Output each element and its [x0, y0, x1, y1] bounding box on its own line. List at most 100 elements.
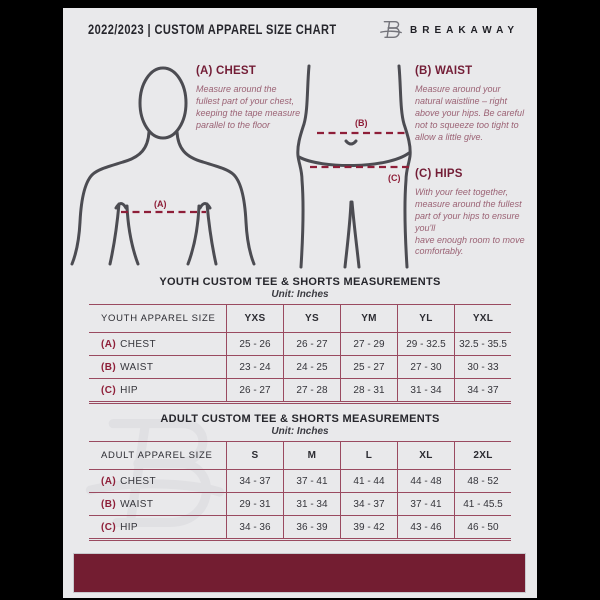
size-range-cell: 27 - 29	[340, 333, 397, 355]
chest-instruction-heading: (A) CHEST	[196, 65, 256, 77]
size-range-cell: 31 - 34	[397, 379, 454, 401]
row-prefix: (C)	[101, 384, 117, 396]
left-arm-inner-line	[108, 202, 121, 266]
waist-instruction-heading: (B) WAIST	[415, 65, 473, 77]
waist-instruction-block: (B) WAIST Measure around your natural wa…	[415, 65, 527, 143]
size-column-header: S	[226, 442, 283, 469]
youth-size-table: YOUTH APPAREL SIZE YXS YS YM YL YXL (A) CHEST 25…	[89, 304, 511, 404]
size-range-cell: 48 - 52	[454, 470, 511, 492]
right-inner-leg-line	[350, 200, 361, 269]
size-range-cell: 27 - 28	[283, 379, 340, 401]
size-range-cell: 25 - 27	[340, 356, 397, 378]
breakaway-b-logo-icon	[380, 20, 402, 39]
navel-mark	[344, 139, 358, 146]
size-table-label-header: YOUTH APPAREL SIZE	[101, 313, 216, 324]
size-range-cell: 39 - 42	[340, 516, 397, 538]
size-range-cell: 29 - 31	[226, 493, 283, 515]
size-range-cell: 26 - 27	[283, 333, 340, 355]
size-range-cell: 34 - 37	[454, 379, 511, 401]
upper-body-figure: (A)	[70, 66, 256, 266]
adult-table-unit: Unit: Inches	[271, 426, 329, 437]
row-measure-name: CHEST	[120, 338, 156, 350]
youth-table-title: YOUTH CUSTOM TEE & SHORTS MEASUREMENTS	[159, 276, 441, 288]
size-range-cell: 26 - 27	[226, 379, 283, 401]
size-column-header: YM	[340, 305, 397, 332]
left-armpit-crease	[114, 202, 128, 210]
row-measure-name: CHEST	[120, 475, 156, 487]
table-row: (A) CHEST 25 - 26 26 - 27 27 - 29 29 - 32.5 32…	[89, 332, 511, 355]
brand-name: BREAKAWAY	[410, 25, 520, 36]
hips-instruction-body: With your feet together, measure around …	[415, 187, 525, 257]
chest-instruction-block: (A) CHEST Measure around the fullest par…	[196, 65, 302, 132]
row-prefix: (B)	[101, 498, 117, 510]
size-range-cell: 34 - 36	[226, 516, 283, 538]
size-range-cell: 28 - 31	[340, 379, 397, 401]
left-torso-side-line	[125, 204, 140, 266]
table-row: (B) WAIST 29 - 31 31 - 34 34 - 37 37 - 41 41 -…	[89, 492, 511, 515]
hips-instruction-heading: (C) HIPS	[415, 168, 463, 180]
size-range-cell: 43 - 46	[397, 516, 454, 538]
hips-instruction-block: (C) HIPS With your feet together, measur…	[415, 168, 533, 258]
size-range-cell: 29 - 32.5	[397, 333, 454, 355]
size-range-cell: 36 - 39	[283, 516, 340, 538]
size-column-header: L	[340, 442, 397, 469]
row-measure-name: WAIST	[120, 361, 154, 373]
size-column-header: M	[283, 442, 340, 469]
size-range-cell: 44 - 48	[397, 470, 454, 492]
row-prefix: (C)	[101, 521, 117, 533]
waistband-curve	[297, 151, 411, 168]
size-range-cell: 37 - 41	[283, 470, 340, 492]
table-row: (C) HIP 26 - 27 27 - 28 28 - 31 31 - 34 34 - 3…	[89, 378, 511, 401]
page-title: 2022/2023 | CUSTOM APPAREL SIZE CHART	[88, 22, 337, 37]
size-range-cell: 30 - 33	[454, 356, 511, 378]
chest-line-label: (A)	[154, 199, 167, 209]
row-prefix: (A)	[101, 475, 117, 487]
size-table-label-header: ADULT APPAREL SIZE	[101, 450, 213, 461]
right-armpit-crease	[198, 202, 212, 210]
row-label: (B) WAIST	[89, 356, 226, 378]
right-shoulder-arm-outline	[175, 130, 256, 266]
size-column-header: YS	[283, 305, 340, 332]
hip-line-label: (C)	[388, 173, 401, 183]
size-column-header: YXL	[454, 305, 511, 332]
row-label: (A) CHEST	[89, 333, 226, 355]
youth-section: YOUTH CUSTOM TEE & SHORTS MEASUREMENTS U…	[63, 276, 537, 404]
footer-maroon-bar	[73, 553, 526, 593]
size-range-cell: 34 - 37	[226, 470, 283, 492]
table-row: (A) CHEST 34 - 37 37 - 41 41 - 44 44 - 48 48 -…	[89, 469, 511, 492]
row-label: (B) WAIST	[89, 493, 226, 515]
size-range-cell: 37 - 41	[397, 493, 454, 515]
table-row: (B) WAIST 23 - 24 24 - 25 25 - 27 27 - 30 30 -…	[89, 355, 511, 378]
size-range-cell: 24 - 25	[283, 356, 340, 378]
adult-table-title: ADULT CUSTOM TEE & SHORTS MEASUREMENTS	[160, 413, 440, 425]
size-column-header: XL	[397, 442, 454, 469]
row-measure-name: HIP	[120, 384, 138, 396]
size-column-header: YXS	[226, 305, 283, 332]
chest-instruction-body: Measure around the fullest part of your …	[196, 84, 301, 130]
left-shoulder-arm-outline	[70, 130, 151, 266]
lower-body-figure: (B) (C)	[296, 64, 413, 269]
adult-size-table: ADULT APPAREL SIZE S M L XL 2XL (A) CHEST 34 - 3…	[89, 441, 511, 541]
size-range-cell: 46 - 50	[454, 516, 511, 538]
table-row: (C) HIP 34 - 36 36 - 39 39 - 42 43 - 46 46 - 5…	[89, 515, 511, 538]
size-chart-page: 2022/2023 | CUSTOM APPAREL SIZE CHART BR…	[63, 8, 537, 598]
size-range-cell: 27 - 30	[397, 356, 454, 378]
size-range-cell: 41 - 45.5	[454, 493, 511, 515]
size-range-cell: 23 - 24	[226, 356, 283, 378]
measurement-diagram: (A) (B) (C)	[70, 64, 413, 269]
row-label: (C) HIP	[89, 379, 226, 401]
youth-table-unit: Unit: Inches	[271, 289, 329, 300]
size-range-cell: 32.5 - 35.5	[454, 333, 511, 355]
row-prefix: (B)	[101, 361, 117, 373]
right-hip-outline	[397, 64, 412, 269]
right-arm-inner-line	[205, 202, 218, 266]
right-torso-side-line	[186, 204, 201, 266]
size-range-cell: 34 - 37	[340, 493, 397, 515]
row-label: (A) CHEST	[89, 470, 226, 492]
waist-instruction-body: Measure around your natural waistline – …	[415, 84, 525, 142]
left-inner-leg-line	[343, 200, 353, 269]
table-header-row: ADULT APPAREL SIZE S M L XL 2XL	[89, 441, 511, 469]
size-column-header: YL	[397, 305, 454, 332]
row-measure-name: WAIST	[120, 498, 154, 510]
size-range-cell: 41 - 44	[340, 470, 397, 492]
